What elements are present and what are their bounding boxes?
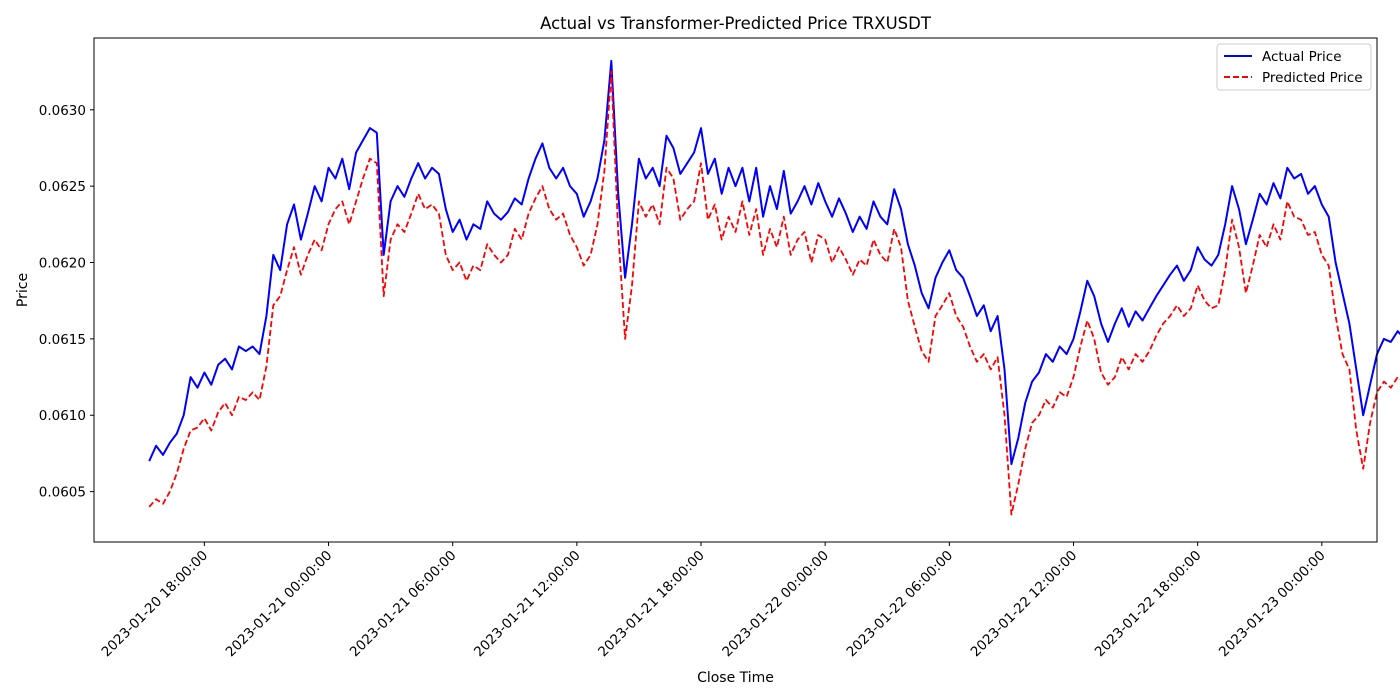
y-tick-label: 0.0620 [39, 256, 86, 272]
legend: Actual Price Predicted Price [1216, 43, 1372, 91]
legend-box [1216, 43, 1372, 91]
series-predicted-price-line [148, 70, 1400, 516]
y-tick-label: 0.0625 [39, 179, 86, 195]
plot-area-frame [93, 37, 1378, 543]
y-axis-label: Price [15, 273, 31, 307]
y-tick-label: 0.0610 [39, 408, 86, 424]
x-axis-label: Close Time [697, 670, 774, 686]
y-axis: 0.0605 0.0610 0.0615 0.0620 0.0625 0.0630 [39, 103, 94, 501]
legend-label-actual-price: Actual Price [1262, 49, 1342, 65]
y-tick-label: 0.0630 [39, 103, 86, 119]
chart-title: Actual vs Transformer-Predicted Price TR… [540, 14, 932, 33]
legend-label-predicted-price: Predicted Price [1262, 70, 1363, 86]
y-tick-label: 0.0615 [39, 332, 86, 348]
y-tick-label: 0.0605 [39, 485, 86, 501]
series-actual-price-line [148, 59, 1400, 466]
series-layer [148, 59, 1400, 516]
